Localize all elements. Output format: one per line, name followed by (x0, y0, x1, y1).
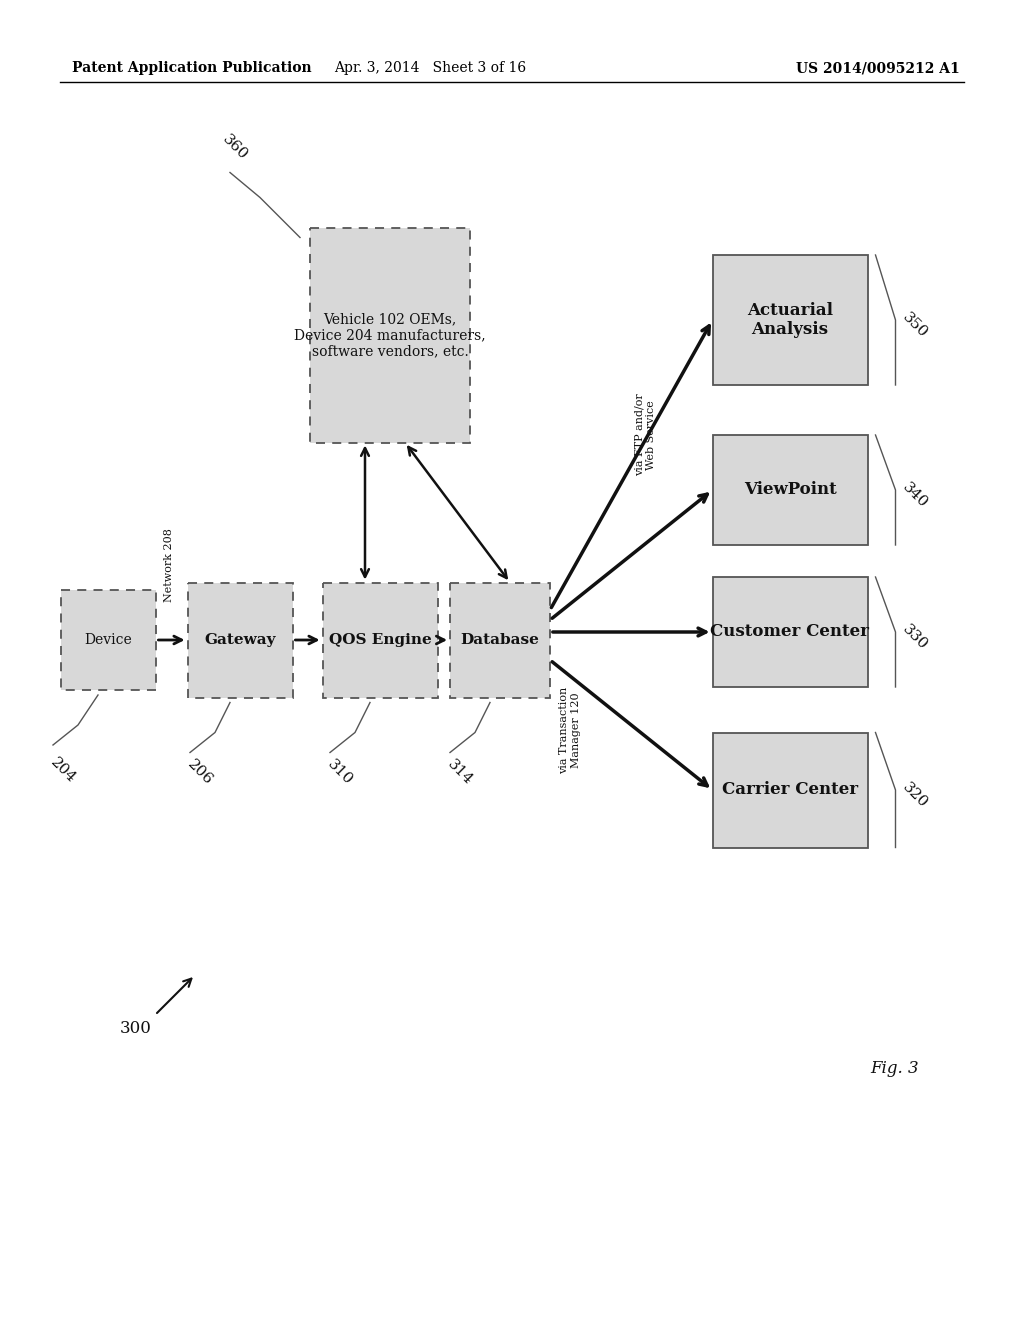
Bar (323, 582, 437, 697)
Text: 330: 330 (899, 622, 930, 652)
Text: 340: 340 (899, 479, 930, 511)
Bar (713, 733, 867, 847)
Text: QOS Engine: QOS Engine (329, 634, 431, 647)
Text: via FTP and/or
Web Service: via FTP and/or Web Service (634, 393, 655, 477)
Text: 206: 206 (185, 758, 216, 788)
Text: 310: 310 (325, 758, 355, 788)
Text: 360: 360 (220, 132, 251, 162)
Text: 300: 300 (120, 1020, 152, 1038)
Text: Customer Center: Customer Center (711, 623, 869, 640)
Bar (187, 582, 293, 697)
Text: Patent Application Publication: Patent Application Publication (72, 61, 311, 75)
Text: 204: 204 (48, 755, 79, 785)
Text: Device: Device (84, 634, 132, 647)
Text: 314: 314 (445, 758, 475, 788)
Text: 350: 350 (899, 310, 930, 341)
Text: ViewPoint: ViewPoint (743, 482, 837, 499)
Text: Vehicle 102 OEMs,
Device 204 manufacturers,
software vendors, etc.: Vehicle 102 OEMs, Device 204 manufacture… (294, 312, 485, 358)
Bar (450, 582, 550, 697)
Text: Actuarial
Analysis: Actuarial Analysis (746, 302, 833, 338)
Bar (310, 227, 470, 442)
Text: via Transaction
Manager 120: via Transaction Manager 120 (559, 686, 581, 774)
Bar (713, 255, 867, 385)
Bar (713, 577, 867, 686)
Text: Gateway: Gateway (204, 634, 275, 647)
Text: Fig. 3: Fig. 3 (870, 1060, 919, 1077)
Text: 320: 320 (899, 780, 930, 810)
Text: Network 208: Network 208 (164, 528, 174, 602)
Text: US 2014/0095212 A1: US 2014/0095212 A1 (797, 61, 961, 75)
Bar (60, 590, 156, 690)
Bar (713, 436, 867, 545)
Text: Apr. 3, 2014   Sheet 3 of 16: Apr. 3, 2014 Sheet 3 of 16 (334, 61, 526, 75)
Text: Database: Database (461, 634, 540, 647)
Text: Carrier Center: Carrier Center (722, 781, 858, 799)
